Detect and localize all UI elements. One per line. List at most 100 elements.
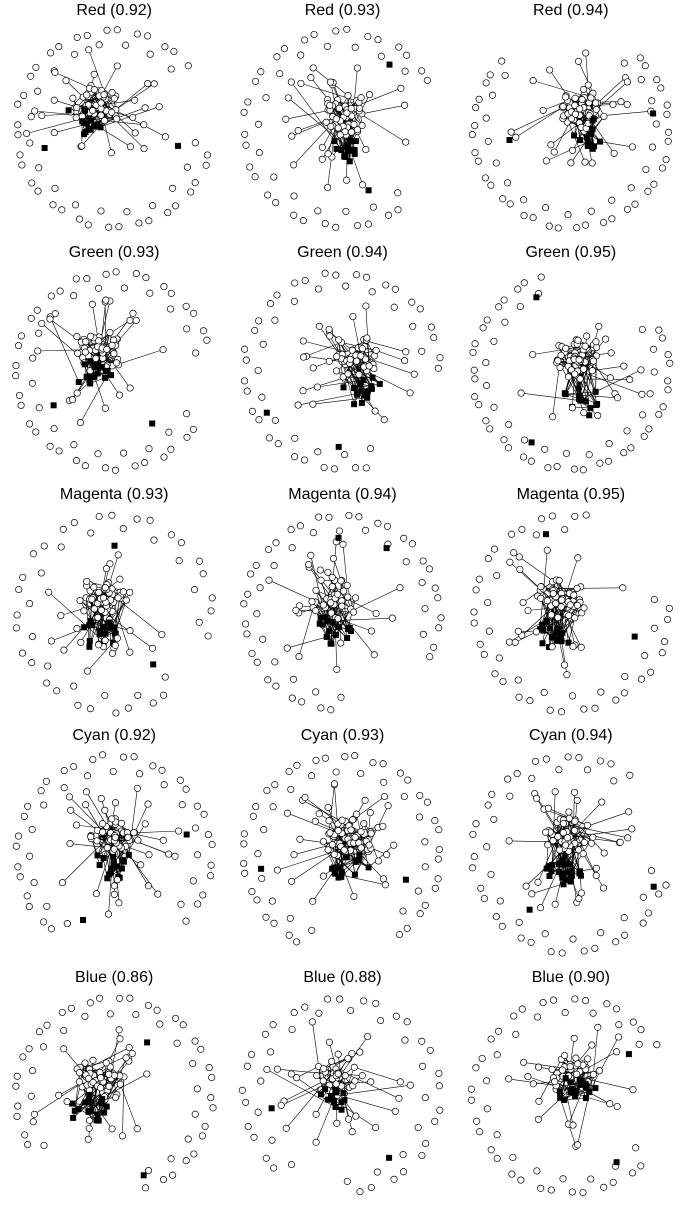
circle-node	[316, 322, 324, 330]
circle-node	[511, 638, 519, 646]
circle-node	[88, 595, 96, 603]
circle-node	[203, 336, 211, 344]
circle-node	[82, 461, 90, 470]
circle-node	[73, 624, 81, 632]
square-node	[326, 627, 333, 634]
circle-node	[417, 910, 425, 918]
circle-node	[242, 620, 250, 628]
circle-node	[184, 62, 193, 70]
circle-node	[476, 640, 484, 648]
circle-node	[122, 596, 131, 604]
circle-node	[309, 400, 317, 408]
square-node	[342, 152, 349, 159]
square-node	[590, 143, 597, 150]
circle-node	[134, 836, 142, 845]
square-node	[589, 126, 596, 133]
circle-node	[647, 97, 656, 105]
circle-node	[161, 43, 169, 51]
circle-node	[415, 1124, 423, 1132]
circle-node	[434, 593, 442, 601]
circle-node	[115, 899, 123, 907]
circle-node	[28, 826, 36, 834]
circle-node	[156, 1020, 164, 1028]
circle-node	[111, 641, 120, 649]
circle-node	[418, 347, 426, 355]
circle-node	[577, 643, 585, 651]
square-node	[331, 1099, 338, 1106]
square-node	[558, 637, 565, 644]
circle-node	[663, 377, 672, 385]
circle-node	[149, 202, 157, 210]
node-layer	[468, 753, 670, 957]
circle-node	[194, 803, 202, 811]
circle-node	[255, 415, 264, 424]
circle-node	[371, 650, 379, 658]
circle-node	[92, 354, 100, 362]
circle-node	[392, 285, 400, 293]
circle-node	[422, 863, 430, 871]
circle-node	[288, 132, 296, 140]
circle-node	[268, 1136, 277, 1144]
circle-node	[580, 947, 588, 955]
circle-node	[207, 606, 215, 615]
circle-node	[17, 401, 25, 409]
circle-node	[73, 456, 81, 464]
circle-node	[539, 999, 547, 1007]
circle-node	[300, 337, 308, 345]
circle-node	[145, 217, 153, 225]
circle-node	[542, 755, 550, 764]
edge	[599, 141, 633, 148]
square-node	[94, 1111, 101, 1118]
circle-node	[559, 829, 567, 837]
circle-node	[494, 1027, 502, 1036]
circle-node	[116, 995, 124, 1003]
circle-node	[592, 865, 600, 873]
circle-node	[60, 1027, 68, 1035]
square-node	[369, 374, 376, 381]
circle-node	[128, 1050, 136, 1058]
circle-node	[290, 161, 298, 169]
square-node	[83, 120, 90, 127]
circle-node	[23, 892, 31, 900]
circle-node	[102, 464, 110, 472]
circle-node	[422, 1140, 430, 1148]
circle-node	[51, 309, 59, 318]
circle-node	[297, 51, 305, 59]
square-node	[93, 362, 100, 369]
square-node	[625, 1051, 632, 1058]
circle-node	[435, 364, 443, 372]
circle-node	[500, 436, 508, 444]
circle-node	[309, 1018, 317, 1026]
circle-node	[623, 834, 632, 842]
circle-node	[331, 851, 339, 859]
circle-node	[587, 94, 595, 102]
circle-node	[305, 560, 313, 568]
network-graph	[470, 511, 673, 715]
circle-node	[320, 1065, 328, 1073]
circle-node	[571, 818, 579, 826]
circle-node	[570, 591, 578, 599]
square-node	[94, 852, 101, 859]
circle-node	[637, 366, 645, 374]
square-node	[543, 617, 550, 624]
square-node	[356, 852, 363, 859]
circle-node	[299, 386, 308, 395]
circle-node	[340, 587, 348, 595]
edge	[128, 788, 138, 856]
circle-node	[271, 781, 279, 789]
circle-node	[553, 462, 561, 470]
circle-node	[190, 309, 198, 317]
circle-node	[369, 288, 377, 296]
circle-node	[587, 840, 595, 848]
circle-node	[316, 810, 324, 818]
network-graph	[468, 49, 672, 232]
circle-node	[422, 902, 430, 910]
circle-node	[372, 407, 380, 415]
circle-node	[360, 997, 368, 1005]
circle-node	[325, 846, 333, 854]
circle-node	[273, 291, 282, 299]
circle-node	[172, 1015, 180, 1023]
circle-node	[40, 542, 48, 550]
circle-node	[287, 915, 295, 923]
circle-node	[427, 1047, 435, 1055]
